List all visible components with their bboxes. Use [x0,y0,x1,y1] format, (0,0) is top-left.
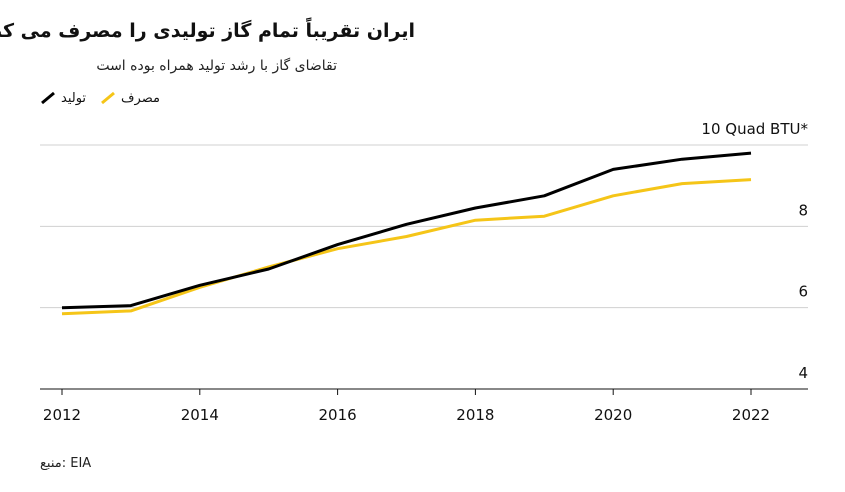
x-tick-label-2012: 2012 [43,406,81,424]
series-line-consumption [61,178,752,316]
y-tick-label-4: 4 [798,364,808,382]
x-tick-label-2018: 2018 [456,406,494,424]
y-tick-label-6: 6 [798,283,808,301]
y-tick-label-8: 8 [798,201,808,219]
legend-label-production: تولید [61,90,87,106]
legend: تولید مصرف [40,88,160,108]
chart-title: ایران تقریباً تمام گاز تولیدی را مصرف می… [0,20,415,42]
legend-item-production: تولید [40,91,86,106]
chart-subtitle: تقاضای گاز با رشد تولید همراه بوده است [96,58,337,74]
legend-label-consumption: مصرف [121,90,160,106]
legend-swatch-consumption [101,91,116,105]
y-tick-label-10: 10 Quad BTU* [701,120,808,138]
series-line-production [61,151,752,310]
chart-area: 4 6 8 10 Quad BTU* 2012 2014 2016 2018 2020 2022 [40,120,808,424]
legend-swatch-production [41,91,55,105]
x-tick-label-2016: 2016 [319,406,357,424]
x-tick-label-2020: 2020 [594,406,632,424]
x-tick-label-2014: 2014 [181,406,219,424]
x-tick-label-2022: 2022 [732,406,770,424]
source-note: منبع: EIA [40,456,92,471]
legend-item-consumption: مصرف [100,91,160,106]
